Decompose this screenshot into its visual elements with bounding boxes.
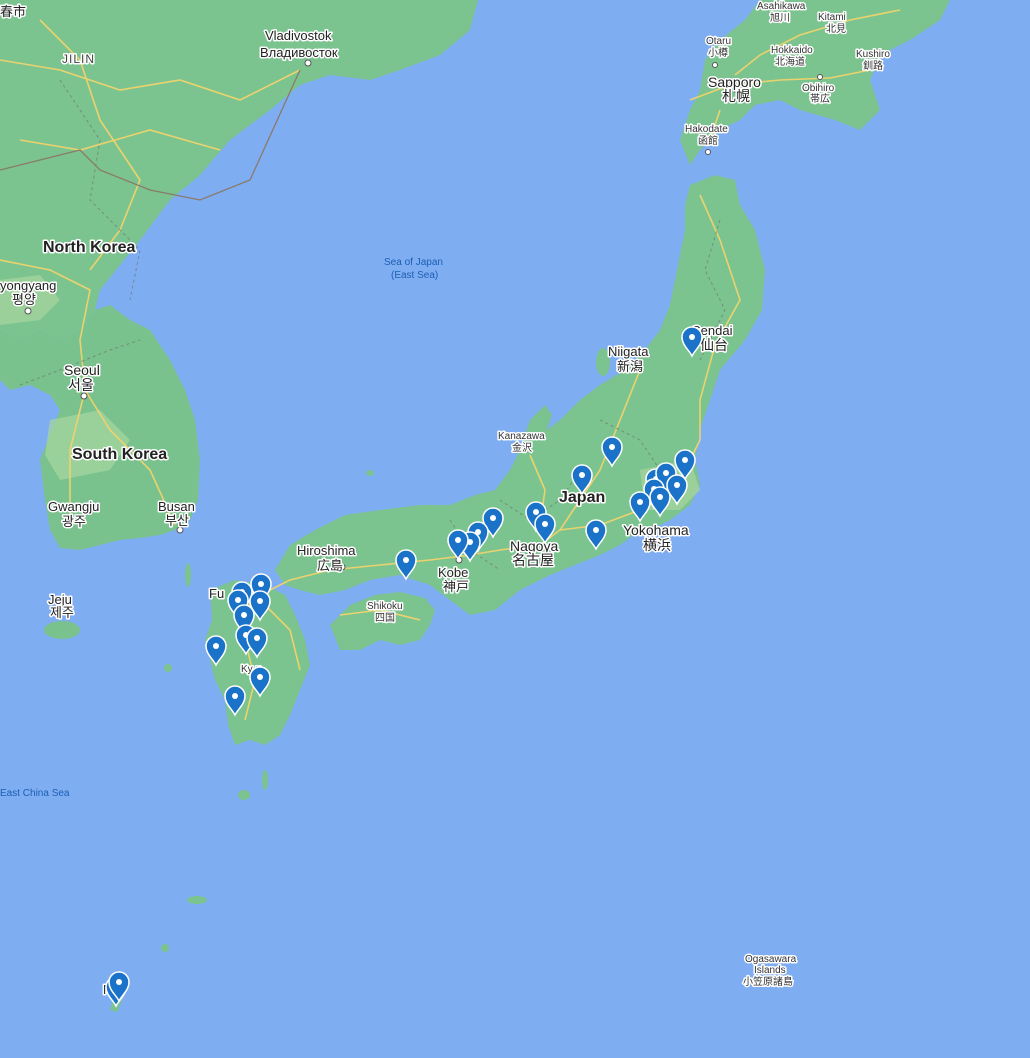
label-kobe-jp: 神戸 [443, 579, 469, 594]
label-japan: Japan [559, 489, 605, 506]
label-ogasawara: Ogasawara [745, 954, 797, 965]
jeju-island [44, 621, 80, 639]
label-jeju-ko: 제주 [50, 605, 74, 620]
sado-island [596, 348, 610, 376]
label-asahikawa-en: Asahikawa [757, 1, 806, 12]
label-sendai-jp: 仙台 [700, 337, 728, 353]
label-niigata-en: Niigata [608, 344, 649, 359]
map-pin[interactable] [205, 635, 227, 667]
label-east-sea: (East Sea) [391, 270, 438, 281]
location-markers[interactable] [105, 326, 703, 1008]
label-otaru-jp: 小樽 [708, 46, 728, 59]
map-pin[interactable] [674, 449, 696, 481]
label-vladivostok-en: Vladivostok [265, 28, 332, 43]
label-pyongyang-ko: 평양 [12, 292, 36, 307]
map-pin[interactable] [681, 326, 703, 358]
label-obihiro-jp: 帯広 [810, 92, 830, 105]
label-busan-en: Busan [158, 499, 195, 514]
label-islands: Islands [754, 965, 786, 976]
label-sea-of-japan: Sea of Japan [384, 257, 443, 268]
label-hakodate-jp: 函館 [698, 134, 718, 147]
national-border [0, 69, 301, 201]
city-dots [24, 59, 823, 571]
map-pin[interactable] [249, 666, 271, 698]
tokunoshima-island [161, 944, 169, 952]
map-pin[interactable] [629, 491, 651, 523]
label-kanazawa-jp: 金沢 [512, 441, 532, 454]
label-hiroshima-jp: 広島 [317, 558, 343, 573]
mainland-plain [0, 275, 60, 325]
noto-peninsula [520, 405, 552, 450]
map-pin[interactable] [534, 513, 556, 545]
label-vladivostok-ru: Владивосток [260, 45, 338, 60]
mainland-landmass [0, 0, 478, 340]
map-pin[interactable] [649, 486, 671, 518]
label-nagoya-jp: 名古屋 [512, 552, 554, 568]
map-pin[interactable] [585, 519, 607, 551]
map-pin[interactable] [395, 549, 417, 581]
label-asahikawa-jp: 旭川 [770, 12, 790, 24]
label-pyongyang-en: yongyang [0, 278, 56, 293]
label-seoul-en: Seoul [64, 362, 100, 378]
label-kanazawa-en: Kanazawa [498, 431, 545, 442]
label-yokohama-jp: 横浜 [643, 537, 671, 553]
label-hiroshima-en: Hiroshima [297, 543, 356, 558]
label-shikoku-en: Shikoku [367, 601, 403, 612]
label-otaru-en: Otaru [706, 36, 731, 47]
amami-island [187, 896, 207, 904]
label-jeju-en: Jeju [48, 592, 72, 607]
label-changchun: 春市 [0, 4, 26, 19]
label-sapporo-jp: 札幌 [722, 88, 750, 104]
label-kitami-jp: 北見 [826, 23, 846, 35]
shikoku-landmass [330, 592, 435, 650]
label-north-korea: North Korea [43, 239, 136, 256]
label-kushiro-en: Kushiro [856, 49, 890, 60]
yakushima-island [238, 790, 250, 800]
map-pin[interactable] [571, 464, 593, 496]
tsushima-island [185, 563, 191, 587]
oki-island [366, 470, 374, 476]
label-jilin: JILIN [62, 52, 95, 66]
label-kobe-en: Kobe [438, 565, 468, 580]
tanegashima-island [262, 770, 268, 790]
label-gwangju-ko: 광주 [62, 514, 86, 529]
label-shikoku-jp: 四国 [375, 612, 395, 624]
label-sapporo-en: Sapporo [708, 74, 761, 90]
label-ogasawara-jp: 小笠原諸島 [743, 975, 793, 988]
label-gwangju-en: Gwangju [48, 499, 99, 514]
label-fukuoka-partial: Fu [209, 586, 224, 601]
label-hakodate-en: Hakodate [685, 124, 728, 135]
label-seoul-ko: 서울 [68, 377, 94, 393]
map-pin[interactable] [601, 436, 623, 468]
label-kushiro-jp: 釧路 [863, 59, 883, 72]
label-niigata-jp: 新潟 [617, 359, 643, 374]
label-hokkaido-jp: 北海道 [775, 55, 805, 68]
map-pin[interactable] [246, 627, 268, 659]
map-pin[interactable] [108, 971, 130, 1003]
goto-island [164, 664, 172, 672]
label-obihiro-en: Obihiro [802, 83, 835, 94]
map-pin[interactable] [224, 685, 246, 717]
map-pin[interactable] [666, 474, 688, 506]
label-kitami-en: Kitami [818, 12, 846, 23]
label-yokohama-en: Yokohama [623, 522, 689, 538]
label-east-china-sea: East China Sea [0, 788, 70, 799]
map-pin[interactable] [447, 529, 469, 561]
hokkaido-landmass [680, 0, 950, 165]
label-south-korea: South Korea [72, 446, 167, 463]
label-hokkaido-en: Hokkaido [771, 45, 813, 56]
map-labels: 春市 JILIN Vladivostok Владивосток North K… [0, 0, 892, 999]
label-busan-ko: 부산 [165, 513, 189, 528]
